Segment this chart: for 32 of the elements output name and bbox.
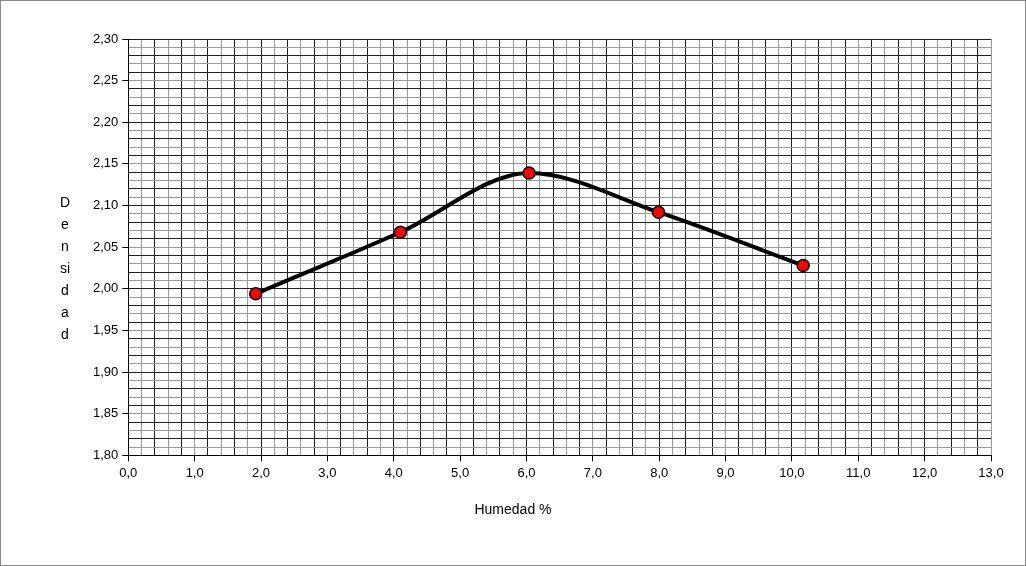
y-tick-label: 2,30 — [92, 30, 119, 46]
point — [393, 225, 408, 239]
y-tick-label: 2,20 — [92, 113, 119, 129]
y-tick-label: 2,10 — [92, 197, 119, 213]
y-tick-label: 1,85 — [92, 405, 119, 421]
y-tick-label: 2,15 — [92, 155, 119, 171]
x-tick-label: 5,0 — [451, 464, 470, 480]
y-tick-label: 2,25 — [92, 72, 119, 88]
point — [522, 166, 536, 180]
x-tick-label: 1,0 — [185, 464, 204, 480]
x-tick-label: 10,0 — [779, 464, 805, 480]
y-tick-label: 1,80 — [92, 446, 119, 462]
point — [651, 205, 666, 219]
x-tick-label: 7,0 — [583, 464, 602, 480]
y-tick-label: 1,90 — [92, 363, 119, 379]
point — [248, 287, 263, 301]
x-tick-label: 8,0 — [650, 464, 669, 480]
x-tick-label: 12,0 — [911, 464, 938, 480]
x-tick-label: 6,0 — [517, 464, 536, 480]
y-tick-label: 2,05 — [92, 238, 119, 254]
x-tick-label: 3,0 — [318, 464, 337, 480]
x-tick-label: 11,0 — [846, 464, 871, 480]
point — [796, 258, 810, 273]
x-tick-label: 13,0 — [978, 464, 1004, 480]
x-tick-label: 9,0 — [716, 464, 735, 480]
y-axis-title: Densidad — [59, 193, 71, 344]
x-axis-title: Humedad % — [473, 501, 553, 517]
x-tick-label: 4,0 — [384, 464, 403, 480]
y-tick-label: 2,00 — [92, 280, 119, 296]
x-tick-label: 0,0 — [119, 464, 138, 480]
x-tick-label: 2,0 — [251, 464, 271, 480]
y-tick-label: 1,95 — [92, 322, 119, 338]
